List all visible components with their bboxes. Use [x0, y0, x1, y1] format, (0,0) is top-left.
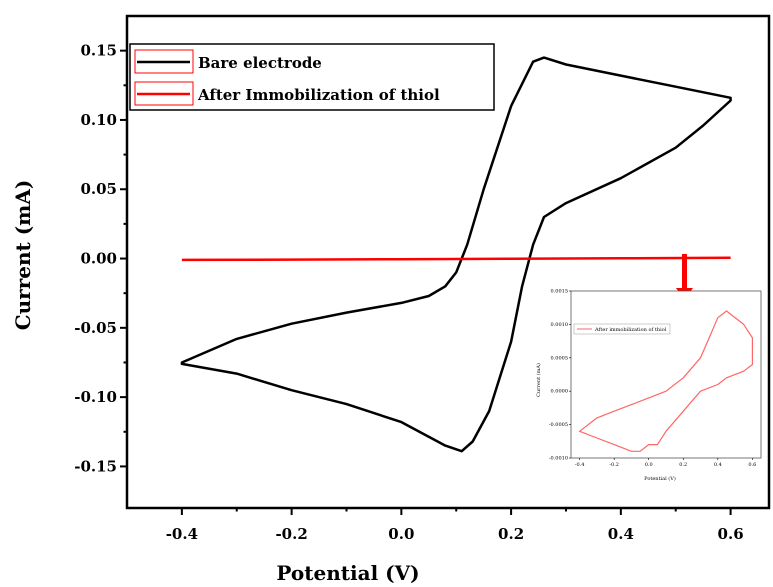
legend-label-bare-electrode: Bare electrode	[198, 54, 322, 72]
inset-x-tick-label: 0.4	[714, 462, 722, 468]
x-tick-label: 0.4	[608, 525, 634, 543]
inset-series-0-line	[578, 310, 754, 452]
inset-y-tick-label: 0.0005	[551, 355, 569, 361]
legend-label-thiol: After Immobilization of thiol	[197, 86, 440, 104]
arrow-shaft	[682, 254, 687, 288]
inset-x-tick-label: 0.2	[679, 462, 687, 468]
y-tick-label: 0.10	[80, 111, 117, 129]
inset-legend-box	[573, 323, 671, 335]
x-tick-label: -0.4	[166, 525, 198, 543]
inset-y-tick-label: 0.0000	[551, 389, 569, 395]
x-axis-title: Potential (V)	[276, 561, 419, 585]
inset-y-tick-label: -0.0005	[549, 422, 568, 428]
series-0-line	[180, 56, 732, 453]
inset-chart: -0.4 -0.2 0.0 0.2 0.4 0.6 0.0015 0.0010 0.0005 0…	[535, 289, 762, 482]
y-tick-label: -0.05	[74, 319, 117, 337]
legend-swatch-thiol-box	[134, 81, 194, 106]
x-tick-label: 0.6	[718, 525, 744, 543]
y-tick-label: -0.10	[74, 388, 117, 406]
series-1-line	[181, 256, 731, 262]
x-tick-label: 0.2	[498, 525, 524, 543]
legend-box	[129, 43, 495, 111]
y-tick-label: -0.15	[74, 457, 117, 475]
inset-y-axis-title: Current (mA)	[535, 363, 542, 397]
y-axis-title: Current (mA)	[11, 180, 35, 331]
inset-y-tick-label: 0.0015	[551, 289, 569, 295]
y-tick-label: 0.05	[80, 180, 117, 198]
x-tick-label: 0.0	[388, 525, 414, 543]
inset-x-axis-title: Potential (V)	[644, 475, 676, 482]
inset-y-tick-label: 0.0010	[551, 322, 569, 328]
inset-x-tick-label: -0.4	[575, 462, 585, 468]
inset-y-tick-label: -0.0010	[549, 456, 568, 462]
inset-x-tick-label: 0.6	[748, 462, 756, 468]
main-plot-frame	[125, 14, 771, 510]
y-tick-label: 0.00	[80, 250, 117, 268]
y-tick-label: 0.15	[80, 42, 117, 60]
inset-x-tick-label: 0.0	[645, 462, 653, 468]
inset-x-tick-label: -0.2	[609, 462, 619, 468]
legend: Bare electrode After Immobilization of t…	[129, 43, 495, 111]
inset-legend-label: After immobilization of thiol	[594, 327, 667, 333]
x-tick-label: -0.2	[275, 525, 307, 543]
inset-plot-frame	[570, 290, 762, 459]
legend-swatch-bare-electrode-box	[134, 49, 194, 74]
